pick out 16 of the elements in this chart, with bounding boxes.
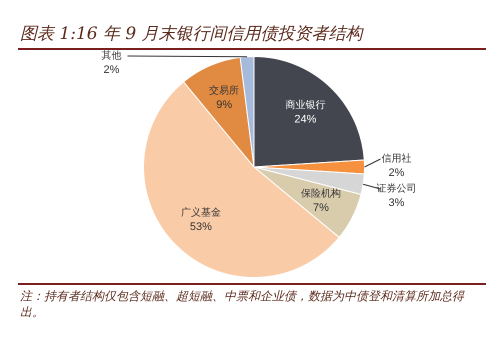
data-label: 3%	[388, 197, 405, 210]
data-label: 9%	[216, 99, 232, 112]
text: 注：持有者结构仅包含短融、超短融、中票和企业债，数据为中债登和清算所加总得出。	[20, 288, 466, 320]
data-label: 53%	[190, 221, 212, 234]
slice-label: 商业银行	[285, 98, 326, 111]
data-label: 2%	[104, 64, 120, 76]
data-label: 24%	[294, 113, 317, 126]
chart-title: 图表 1:16 年 9 月末银行间信用债投资者结构	[20, 23, 363, 45]
slice-label: 广义基金	[180, 206, 221, 219]
slice-label: 信用社	[382, 152, 412, 165]
slice-label: 保险机构	[300, 188, 341, 200]
data-label: 2%	[388, 167, 405, 180]
data-label: 7%	[312, 202, 330, 214]
slice-label: 证券公司	[376, 182, 416, 195]
slice-label: 其他	[102, 50, 122, 62]
slice-label: 交易所	[209, 84, 240, 97]
